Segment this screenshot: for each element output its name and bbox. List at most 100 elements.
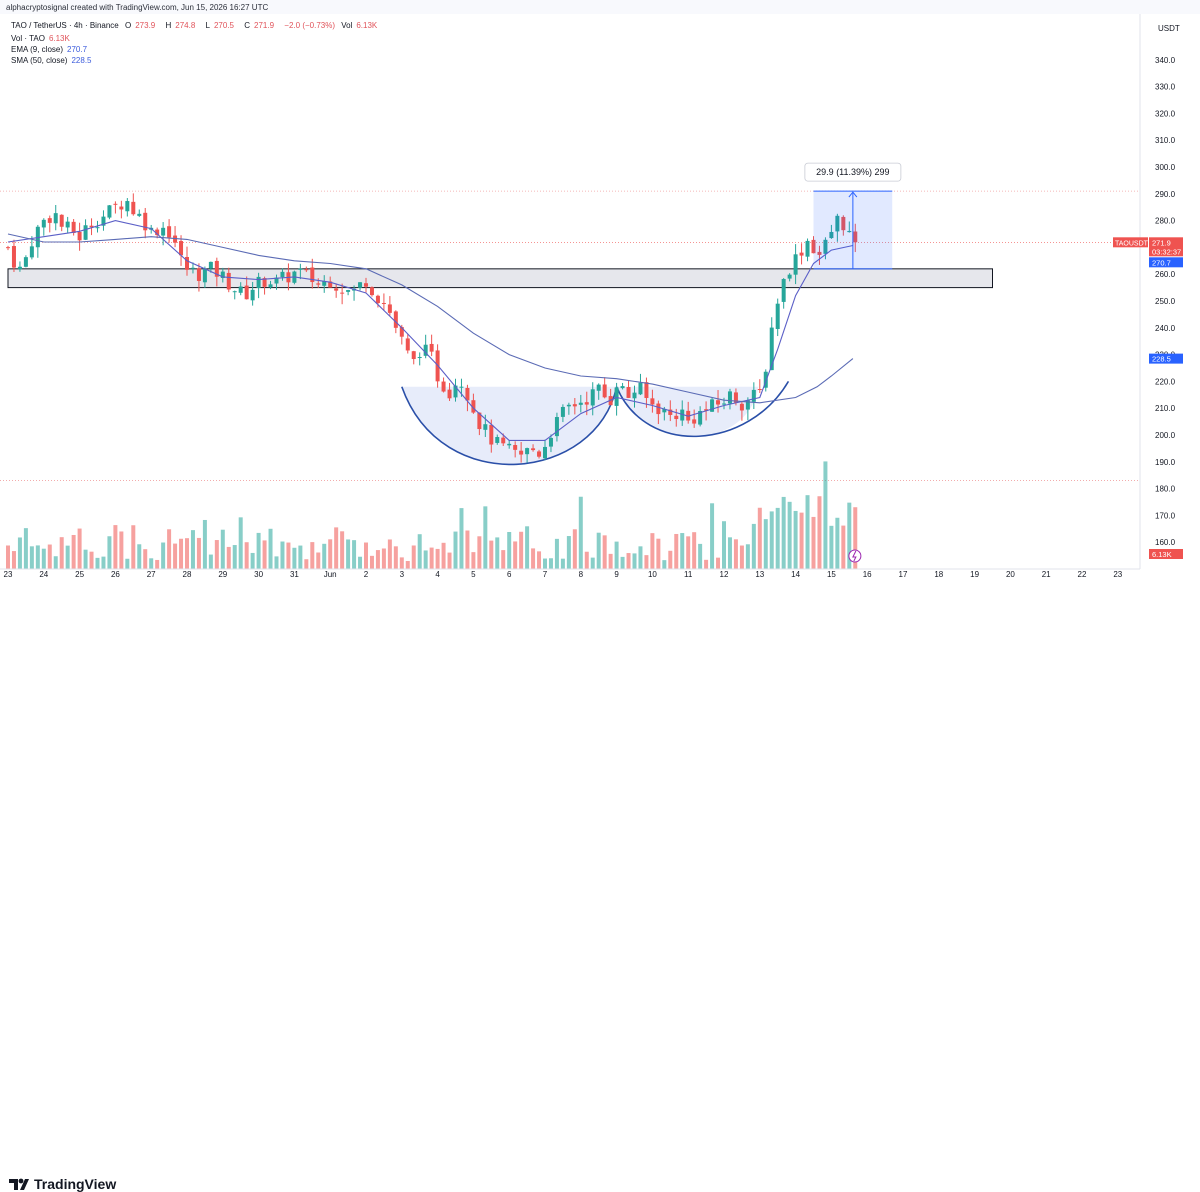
volume-bar [334,527,339,569]
volume-bar [328,539,333,569]
candle-body [262,278,267,287]
change-value: −2.0 (−0.73%) [284,21,335,30]
candle-body [89,225,94,228]
candle-body [799,252,804,256]
candle-body [411,351,416,360]
cup-fill [401,386,617,465]
volume-bar [793,510,798,569]
footer: TradingView [0,582,1200,1192]
candle-body [543,446,547,459]
volume-bar [35,545,40,569]
volume-bar [775,507,780,569]
volume-badge-text: 6.13K [1152,550,1172,559]
volume-bar [674,533,679,569]
candle-body [453,385,458,398]
candle-body [125,201,130,212]
ema-badge-text: 270.7 [1152,258,1171,267]
vol-label: Vol [341,21,353,30]
candle-body [220,271,225,279]
volume-bar [441,542,446,569]
volume-indicator-label: Vol · TAO [11,34,45,43]
candle-body [155,229,160,236]
volume-bar [256,532,261,569]
volume-bar [399,557,404,569]
last-price-badge-bg [1149,237,1183,257]
candle-body [47,218,52,223]
price-tick-label: 200.0 [1155,431,1176,440]
time-tick-label: 2 [364,570,369,579]
time-tick-label: 31 [290,570,299,579]
candle-body [632,392,637,399]
candle-body [847,230,852,233]
volume-bar [805,495,810,569]
candle-body [495,437,500,443]
candle-body [208,261,213,269]
price-tick-label: 300.0 [1155,163,1176,172]
volume-bar [89,551,94,569]
volume-bar [23,528,28,569]
candle-body [602,384,607,398]
candle-body [757,389,762,391]
candle-body [256,276,261,288]
candle-body [733,392,738,403]
candle-body [214,260,219,277]
tradingview-logo[interactable]: TradingView [8,1176,116,1192]
volume-bar [584,551,589,569]
candle-body [584,402,589,405]
volume-bar [799,512,804,569]
volume-bar [644,555,649,569]
volume-bar [238,517,243,569]
last-price-badge-text: 03:32:37 [1152,247,1181,256]
time-tick-label: 30 [254,570,263,579]
header-bar: alphacryptosignal created with TradingVi… [0,0,1200,14]
volume-bar [358,556,363,569]
time-tick-label: 7 [543,570,548,579]
price-chart[interactable]: 29.9 (11.39%) 299 160.0170.0180.0190.020… [0,0,1200,582]
volume-bar [525,526,530,569]
volume-bar [101,556,106,569]
candle-body [65,221,70,228]
price-tick-label: 340.0 [1155,56,1176,65]
lightning-icon[interactable] [848,549,862,563]
candle-body [328,281,333,288]
candle-body [716,400,721,405]
volume-bar [811,516,816,569]
vol-value: 6.13K [356,21,378,30]
candle-body [298,268,303,270]
time-tick-label: 24 [39,570,48,579]
volume-indicator-value: 6.13K [48,34,70,43]
volume-bar [298,545,303,569]
volume-bar [554,538,559,569]
time-tick-label: 29 [218,570,227,579]
volume-bar [692,532,697,569]
candle-body [674,415,679,420]
candle-body [196,268,201,281]
close-value: 271.9 [254,21,275,30]
price-tick-label: 240.0 [1155,324,1176,333]
low-value: 270.5 [213,21,235,30]
volume-bar [268,528,273,569]
candle-body [620,386,625,389]
candle-body [387,304,392,313]
candle-body [101,216,106,226]
volume-bar [417,534,422,569]
volume-bar [841,525,846,569]
sma-label: SMA (50, close) [11,56,68,65]
volume-bar [340,531,345,569]
candle-body [447,389,452,399]
candle-body [71,221,76,234]
volume-bar [292,547,297,569]
volume-bar [829,525,834,569]
candle-body [483,424,488,430]
volume-bar [149,558,154,569]
volume-bar [77,528,82,569]
time-tick-label: 16 [863,570,872,579]
time-tick-label: 20 [1006,570,1015,579]
volume-bar [316,552,321,569]
volume-bar [543,558,547,569]
candle-body [161,227,166,236]
volume-bar [381,548,386,569]
price-tick-label: 210.0 [1155,404,1176,413]
candle-body [853,231,858,243]
volume-bar [220,529,225,569]
